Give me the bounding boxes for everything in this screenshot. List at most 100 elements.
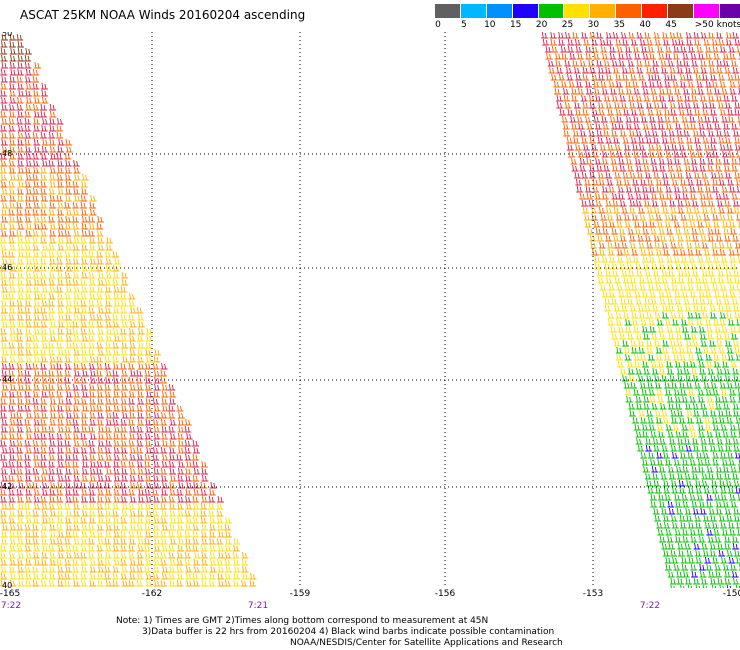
wind-barb <box>104 404 112 412</box>
wind-barb <box>572 129 580 137</box>
wind-barb <box>49 201 57 209</box>
wind-barb <box>25 201 33 209</box>
wind-barb <box>666 360 674 368</box>
wind-barb <box>708 570 716 578</box>
wind-barb <box>612 136 620 144</box>
wind-barb <box>700 199 708 207</box>
wind-barb <box>661 374 669 382</box>
wind-barb <box>97 537 105 545</box>
wind-barb <box>105 271 113 279</box>
wind-barb <box>145 355 153 363</box>
wind-barb <box>96 383 104 391</box>
wind-barb <box>80 558 88 566</box>
wind-barb <box>64 369 72 377</box>
wind-barb <box>733 269 740 277</box>
wind-barb <box>113 558 121 566</box>
wind-barb <box>153 565 161 573</box>
wind-barb <box>192 579 200 587</box>
wind-barb <box>708 269 716 277</box>
wind-barb <box>680 213 688 221</box>
wind-barb <box>714 493 722 501</box>
wind-barb <box>661 32 669 39</box>
wind-barb <box>184 474 192 482</box>
wind-barb <box>666 535 674 543</box>
wind-barb <box>96 257 104 265</box>
wind-barb <box>80 446 88 454</box>
wind-barb <box>72 208 80 216</box>
wind-barb <box>568 150 576 158</box>
wind-barb <box>113 334 121 342</box>
wind-barb <box>716 339 724 347</box>
wind-barb <box>629 206 637 214</box>
wind-barb <box>65 390 73 398</box>
wind-barb <box>73 313 81 321</box>
wind-barb <box>664 80 672 88</box>
wind-barb <box>129 355 137 363</box>
wind-barb <box>571 164 579 172</box>
wind-barb <box>711 479 719 487</box>
wind-barb <box>692 234 700 242</box>
wind-barb <box>685 234 693 242</box>
wind-barb <box>40 446 48 454</box>
wind-barb <box>691 367 699 375</box>
wind-barb <box>710 143 718 151</box>
wind-barb <box>17 355 25 363</box>
wind-barb <box>621 374 629 382</box>
wind-barb <box>177 467 185 475</box>
wind-barb <box>668 269 676 277</box>
wind-barb <box>121 474 129 482</box>
wind-barb <box>698 290 706 298</box>
wind-barb <box>655 416 663 424</box>
wind-barb <box>8 117 16 125</box>
wind-barb <box>97 439 105 447</box>
wind-barb <box>701 374 709 382</box>
wind-barb <box>635 437 643 445</box>
wind-barb <box>0 173 8 181</box>
wind-barb <box>654 311 662 319</box>
wind-barb <box>57 138 65 146</box>
wind-barb <box>697 528 705 536</box>
wind-barb <box>88 383 96 391</box>
wind-barb <box>32 89 40 97</box>
wind-barb <box>129 432 137 440</box>
wind-barb <box>730 500 738 508</box>
wind-barb <box>617 255 625 263</box>
wind-barb <box>608 80 616 88</box>
wind-barb <box>105 397 113 405</box>
wind-barb <box>732 66 740 74</box>
wind-barb <box>601 150 609 158</box>
wind-barb <box>120 299 128 307</box>
wind-barb <box>161 572 169 580</box>
wind-barb <box>192 495 200 503</box>
wind-barb <box>637 304 645 312</box>
wind-barb <box>635 164 643 172</box>
wind-barb <box>671 416 679 424</box>
wind-barb <box>16 173 24 181</box>
wind-barb <box>72 327 80 335</box>
wind-barb <box>710 108 718 116</box>
wind-barb <box>700 577 708 585</box>
wind-barb <box>653 32 661 39</box>
wind-barb <box>17 579 25 587</box>
wind-barb <box>57 201 65 209</box>
wind-barb <box>48 271 56 279</box>
wind-barb <box>161 544 169 552</box>
wind-barb <box>710 136 718 144</box>
wind-barb <box>192 446 200 454</box>
wind-barb <box>682 52 690 60</box>
wind-barb <box>676 409 684 417</box>
wind-barb <box>225 565 233 573</box>
wind-barb <box>97 432 105 440</box>
wind-barb <box>96 362 104 370</box>
wind-barb <box>32 537 40 545</box>
wind-barb <box>120 439 128 447</box>
wind-barb <box>24 131 32 139</box>
wind-barb <box>671 178 679 186</box>
wind-barb <box>56 355 64 363</box>
wind-barb <box>647 381 655 389</box>
wind-barb <box>556 101 564 109</box>
wind-barb <box>192 558 200 566</box>
wind-barb <box>201 537 209 545</box>
wind-barb <box>724 171 732 179</box>
wind-barb <box>80 236 88 244</box>
